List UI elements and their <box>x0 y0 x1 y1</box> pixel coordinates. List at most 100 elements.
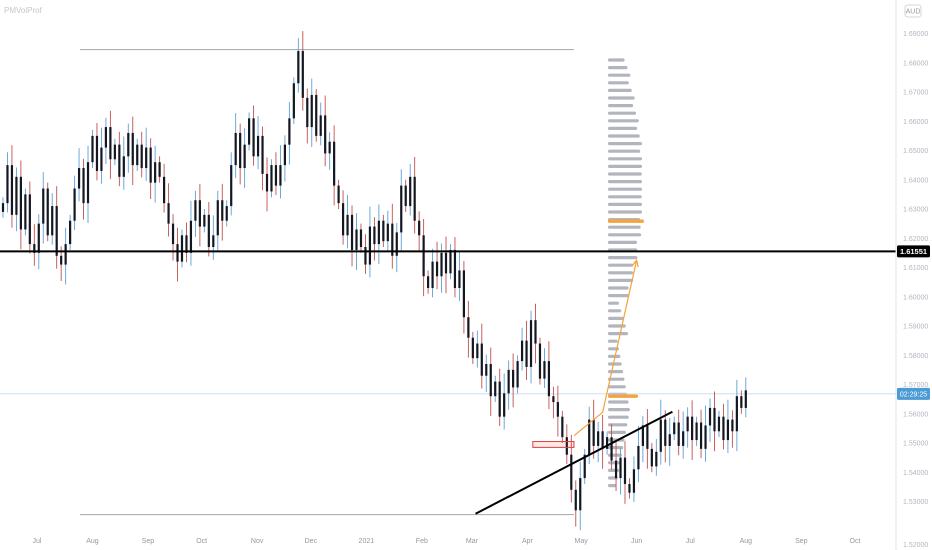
candle <box>15 167 18 232</box>
candle-body <box>216 200 219 236</box>
candle <box>1 197 5 218</box>
candle <box>601 414 604 469</box>
candle-body <box>637 445 640 470</box>
volume-profile-bar <box>608 81 629 85</box>
candle-body <box>364 247 367 265</box>
candle <box>279 145 282 199</box>
candle-body <box>315 94 318 136</box>
y-tick-label: 1.57000 <box>903 382 928 389</box>
candle-body <box>547 361 551 397</box>
candle <box>552 386 555 419</box>
candle <box>364 234 367 274</box>
candle-body <box>225 206 228 221</box>
candle-body <box>239 132 242 169</box>
candle-body <box>77 168 81 189</box>
candle <box>708 398 712 442</box>
candle <box>185 222 188 263</box>
candle <box>288 101 291 165</box>
candle <box>731 410 734 448</box>
candle <box>485 354 488 393</box>
candle <box>682 411 685 459</box>
candle <box>145 127 148 181</box>
candle <box>614 440 618 491</box>
projection-path <box>573 260 638 437</box>
candle-body <box>704 425 707 449</box>
volume-profile-bar <box>608 134 640 138</box>
currency-badge-button[interactable]: AUD <box>904 4 922 18</box>
y-tick-label: 1.62000 <box>903 236 928 243</box>
candle <box>610 424 613 470</box>
candle-body <box>427 276 430 288</box>
candle-body <box>520 340 524 362</box>
volume-profile-bar <box>608 104 634 108</box>
y-tick-label: 1.55000 <box>903 441 928 448</box>
candle-body <box>686 416 689 432</box>
candle <box>301 31 304 111</box>
candle <box>579 461 582 531</box>
candle <box>373 217 376 261</box>
candle-body <box>274 165 278 186</box>
y-tick-label: 1.60000 <box>903 294 928 301</box>
candle <box>297 38 300 93</box>
volume-profile-bar <box>608 362 622 366</box>
candle-body <box>377 220 380 245</box>
candle <box>480 323 483 389</box>
candle-body <box>382 220 385 242</box>
volume-profile-poc-bar <box>608 394 638 398</box>
candle-body <box>198 200 201 227</box>
price-axis[interactable]: 1.69000 1.68000 1.67000 1.66000 1.65000 1.640… <box>897 31 930 549</box>
candle-body <box>283 144 287 166</box>
candle-body <box>592 419 595 446</box>
indicator-label[interactable]: PMVolProf <box>4 6 43 15</box>
candle <box>292 77 295 125</box>
candle-body <box>51 206 54 236</box>
time-axis[interactable]: Jul Aug Sep Oct Nov Dec 2021 Feb Mar Apr May Jun Jul… <box>33 538 861 545</box>
candle <box>91 130 94 169</box>
candle <box>194 190 197 238</box>
candle <box>55 186 58 269</box>
volume-profile-bar <box>608 195 642 199</box>
candle <box>234 113 237 178</box>
candle <box>109 110 112 180</box>
candle-body <box>127 132 130 157</box>
candle-body <box>167 203 170 224</box>
candle-body <box>601 431 604 449</box>
candle-body <box>440 252 443 277</box>
drawings <box>0 250 896 515</box>
candle-body <box>543 361 546 379</box>
candle-body <box>561 416 564 438</box>
candle <box>243 128 246 188</box>
volume-profile-bar <box>608 309 622 313</box>
candle <box>740 390 743 414</box>
candle <box>225 200 228 227</box>
candle-body <box>668 434 671 446</box>
candle-body <box>341 203 345 236</box>
y-tick-label: 1.63000 <box>903 207 928 214</box>
candle-body <box>310 94 313 128</box>
volume-profile-bar <box>608 278 634 282</box>
candle-body <box>203 214 206 227</box>
volume-profile-bar <box>608 385 626 389</box>
candle-body <box>583 454 586 479</box>
candle <box>265 157 269 212</box>
candle-body <box>333 141 336 186</box>
candle <box>476 330 479 368</box>
candle <box>409 163 412 216</box>
volume-profile-bar <box>608 126 638 130</box>
candle-body <box>158 162 161 177</box>
y-tick-label: 1.53000 <box>903 499 928 506</box>
candle <box>418 211 421 252</box>
candle <box>212 215 215 260</box>
volume-profile-bar <box>608 484 617 488</box>
x-tick-label: Jul <box>33 538 42 545</box>
candle-body <box>350 214 354 250</box>
candle-body <box>641 425 644 446</box>
candle-body <box>10 165 14 215</box>
candle-body <box>538 343 542 379</box>
volume-profile-bar <box>608 453 622 457</box>
candle-body <box>480 343 483 376</box>
candle-body <box>95 135 99 171</box>
candle <box>256 115 260 170</box>
